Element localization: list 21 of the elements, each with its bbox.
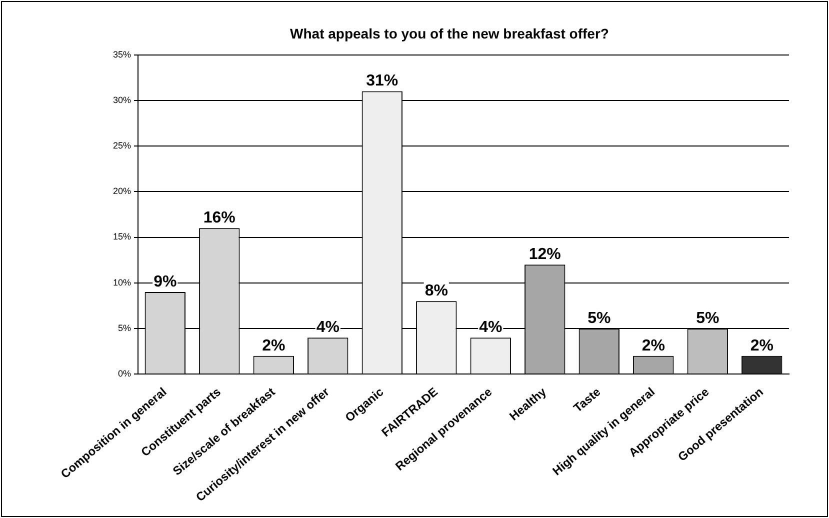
y-tick-label: 30% xyxy=(113,94,132,105)
data-label: 5% xyxy=(588,310,611,327)
chart-title: What appeals to you of the new breakfast offer? xyxy=(290,25,609,42)
data-label: 12% xyxy=(528,246,561,264)
data-label: 4% xyxy=(316,319,340,336)
data-label: 4% xyxy=(479,319,502,336)
y-tick-label: 5% xyxy=(118,322,132,333)
y-tick-label: 10% xyxy=(113,277,132,288)
data-label: 8% xyxy=(424,282,448,300)
data-label: 9% xyxy=(154,273,177,290)
data-label: 2% xyxy=(750,337,774,354)
data-label: 2% xyxy=(262,337,286,354)
data-label: 5% xyxy=(696,310,720,327)
data-label: 16% xyxy=(203,210,236,227)
y-tick-label: 20% xyxy=(113,186,132,196)
data-label: 31% xyxy=(366,72,398,90)
y-tick-label: 35% xyxy=(113,49,132,60)
data-label: 2% xyxy=(642,337,665,354)
y-tick-label: 25% xyxy=(113,140,132,151)
y-tick-label: 15% xyxy=(113,232,132,242)
y-tick-label: 0% xyxy=(118,368,132,379)
